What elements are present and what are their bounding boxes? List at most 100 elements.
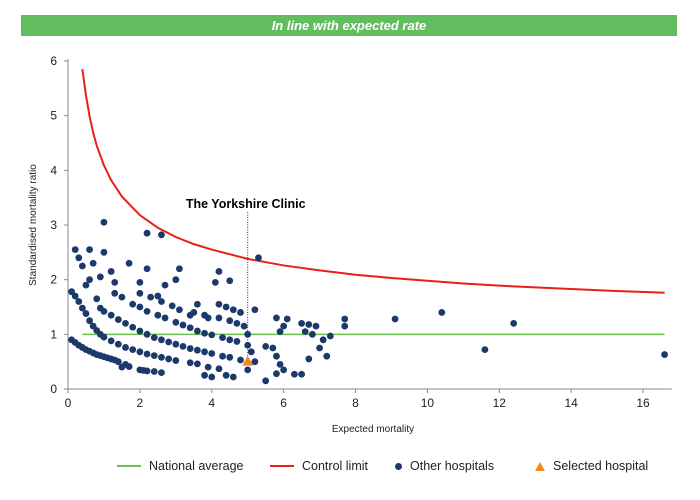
- other-hospital-point: [233, 338, 241, 345]
- other-hospital-point: [341, 322, 349, 330]
- other-hospital-point: [255, 254, 262, 262]
- legend-label: Control limit: [302, 459, 368, 473]
- other-hospital-point: [100, 307, 108, 315]
- legend-label: Selected hospital: [553, 459, 649, 473]
- other-hospital-point: [273, 352, 280, 360]
- other-hospital-point: [280, 322, 288, 330]
- x-tick-label: 14: [564, 396, 578, 410]
- x-tick-label: 6: [280, 396, 287, 410]
- other-hospital-point: [107, 337, 115, 345]
- other-hospital-point: [136, 348, 144, 356]
- other-hospital-point: [161, 281, 169, 289]
- other-hospital-point: [100, 218, 108, 226]
- other-hospital-point: [208, 350, 216, 357]
- other-hospital-point: [82, 281, 90, 289]
- other-hospital-point: [118, 293, 126, 301]
- other-hospital-point: [136, 278, 144, 286]
- other-hospital-point: [100, 333, 108, 341]
- other-hospital-point: [323, 352, 331, 360]
- other-hospital-point: [136, 327, 144, 335]
- other-hospital-point: [143, 330, 151, 338]
- annotation-label: The Yorkshire Clinic: [186, 197, 306, 211]
- status-banner: In line with expected rate: [21, 15, 677, 36]
- other-hospital-point: [179, 342, 187, 350]
- other-hospital-point: [319, 336, 327, 344]
- x-tick-label: 12: [493, 396, 507, 410]
- green-line-swatch: [117, 465, 141, 467]
- other-hospital-point: [233, 319, 241, 327]
- other-hospital-point: [244, 366, 252, 374]
- other-hospital-point: [186, 311, 194, 319]
- other-hospital-point: [226, 317, 234, 325]
- y-tick-label: 0: [50, 382, 57, 396]
- other-hospital-point: [204, 363, 212, 371]
- other-hospital-point: [125, 259, 133, 267]
- other-hospital-point: [158, 369, 165, 376]
- other-hospital-point: [71, 246, 79, 253]
- other-hospital-point: [158, 336, 165, 344]
- other-hospital-point: [143, 229, 151, 237]
- other-hospital-point: [186, 345, 194, 352]
- other-hospital-point: [143, 265, 151, 273]
- other-hospital-point: [305, 355, 313, 363]
- x-tick-label: 10: [421, 396, 435, 410]
- other-hospital-point: [215, 268, 223, 275]
- other-hospital-point: [186, 359, 194, 367]
- other-hospital-point: [114, 358, 122, 366]
- other-hospital-point: [298, 319, 306, 327]
- other-hospital-point: [283, 315, 291, 323]
- other-hospital-point: [78, 304, 86, 312]
- legend-label: National average: [149, 459, 244, 473]
- other-hospital-point: [161, 314, 169, 322]
- other-hospital-point: [114, 316, 122, 323]
- other-hospital-point: [172, 357, 180, 364]
- y-tick-label: 1: [50, 327, 57, 341]
- other-hospital-point: [100, 248, 108, 256]
- other-hospital-point: [147, 293, 155, 301]
- other-hospital-point: [326, 332, 334, 340]
- other-hospital-point: [150, 352, 158, 360]
- other-hospital-point: [201, 371, 208, 379]
- other-hospital-point: [226, 277, 234, 285]
- legend-control-limit: Control limit: [270, 459, 368, 473]
- other-hospital-point: [219, 352, 226, 360]
- other-hospital-point: [136, 289, 144, 297]
- other-hospital-point: [308, 330, 316, 338]
- other-hospital-point: [208, 331, 216, 339]
- other-hospital-point: [165, 355, 173, 363]
- other-hospital-point: [168, 302, 176, 310]
- other-hospital-point: [276, 360, 284, 368]
- other-hospital-point: [215, 314, 223, 322]
- other-hospital-point: [262, 377, 270, 385]
- other-hospital-point: [172, 276, 180, 284]
- circle-marker-icon: [395, 462, 402, 470]
- other-hospital-point: [193, 300, 201, 308]
- control-limit-line: [81, 69, 665, 294]
- other-hospital-point: [86, 246, 93, 253]
- other-hospital-point: [82, 310, 90, 317]
- other-hospital-point: [107, 268, 115, 275]
- legend-national-average: National average: [117, 459, 244, 473]
- other-hospital-point: [176, 265, 183, 273]
- other-hospital-point: [114, 340, 122, 348]
- other-hospital-point: [193, 360, 201, 368]
- other-hospital-point: [251, 306, 259, 314]
- triangle-marker-icon: [535, 461, 545, 471]
- other-hospital-point: [280, 366, 288, 374]
- other-hospital-point: [244, 341, 252, 349]
- y-tick-label: 6: [50, 54, 57, 68]
- other-hospital-point: [93, 295, 101, 303]
- other-hospital-point: [143, 307, 151, 315]
- other-hospital-point: [111, 278, 119, 286]
- y-tick-label: 5: [50, 109, 57, 123]
- other-hospital-point: [298, 370, 306, 378]
- y-tick-label: 4: [50, 163, 57, 177]
- other-hospital-point: [312, 322, 320, 330]
- other-hospital-point: [215, 300, 223, 308]
- other-hospital-point: [201, 348, 208, 356]
- other-hospital-point: [276, 328, 284, 335]
- other-hospital-point: [158, 298, 165, 305]
- other-hospital-point: [438, 309, 446, 316]
- other-hospital-point: [129, 346, 137, 354]
